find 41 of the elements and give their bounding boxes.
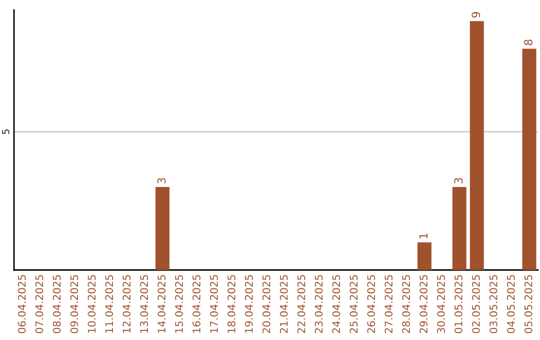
y-tick-label: 5 <box>2 129 10 134</box>
x-tick-label: 05.05.2025 <box>524 275 532 334</box>
x-tick-label: 01.05.2025 <box>454 275 462 334</box>
x-tick-label: 14.04.2025 <box>158 275 166 333</box>
x-tick-label: 04.05.2025 <box>506 275 515 334</box>
x-tick-label: 12.04.2025 <box>122 275 131 333</box>
x-tick-label: 09.04.2025 <box>70 275 78 334</box>
data-label: 3 <box>454 178 463 184</box>
x-tick-label: 24.04.2025 <box>332 275 340 334</box>
x-tick-label: 20.04.2025 <box>262 275 270 334</box>
x-tick-label: 19.04.2025 <box>244 275 253 333</box>
data-label: 9 <box>472 12 480 18</box>
x-tick-label: 11.04.2025 <box>105 275 114 333</box>
x-tick-label: 25.04.2025 <box>350 275 358 334</box>
data-label: 3 <box>157 178 166 184</box>
bar <box>452 187 466 270</box>
bar <box>155 187 170 270</box>
data-label: 8 <box>524 40 532 46</box>
x-tick-label: 26.04.2025 <box>367 275 376 334</box>
x-tick-label: 02.05.2025 <box>472 275 480 334</box>
x-tick-label: 18.04.2025 <box>227 275 236 333</box>
x-tick-label: 06.04.2025 <box>18 275 26 334</box>
x-tick-label: 22.04.2025 <box>297 275 306 334</box>
x-tick-label: 13.04.2025 <box>140 275 148 333</box>
x-tick-label: 03.05.2025 <box>489 275 498 334</box>
bar <box>417 242 432 270</box>
x-tick-label: 17.04.2025 <box>210 275 218 333</box>
x-tick-label: 30.04.2025 <box>437 275 445 334</box>
bar <box>470 21 484 270</box>
x-tick-label: 23.04.2025 <box>314 275 323 334</box>
x-tick-label: 29.04.2025 <box>420 275 428 334</box>
x-tick-label: 16.04.2025 <box>192 275 200 333</box>
x-tick-label: 08.04.2025 <box>52 275 61 334</box>
x-tick-label: 21.04.2025 <box>280 275 288 334</box>
x-tick-label: 27.04.2025 <box>384 275 393 334</box>
x-tick-label: 10.04.2025 <box>88 275 96 333</box>
x-tick-label: 28.04.2025 <box>402 275 410 334</box>
bar <box>522 48 536 270</box>
x-tick-label: 07.04.2025 <box>35 275 44 334</box>
x-tick-label: 15.04.2025 <box>175 275 183 333</box>
data-label: 1 <box>419 234 428 238</box>
